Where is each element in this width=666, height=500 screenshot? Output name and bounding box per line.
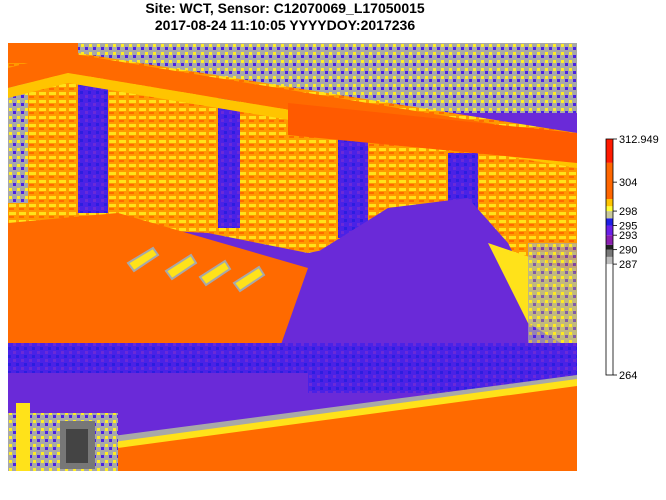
colorbar-tick-label: 298	[619, 206, 637, 218]
colorbar-segment	[606, 264, 613, 375]
colorbar-tick-label: 290	[619, 245, 637, 257]
colorbar-segment	[606, 225, 613, 236]
plot-title-line-2: 2017-08-24 11:10:05 YYYYDOY:2017236	[154, 17, 416, 33]
colorbar-segment	[606, 162, 613, 200]
colorbar-segment	[606, 139, 613, 163]
thermal-image	[8, 43, 577, 471]
skylight	[198, 259, 232, 287]
skylight	[232, 265, 266, 293]
left-edge	[8, 83, 28, 203]
skylight-group	[126, 246, 266, 293]
colorbar-segment	[606, 235, 613, 245]
colorbar-tick-label: 304	[619, 177, 637, 189]
colorbar-segment	[606, 256, 613, 265]
colorbar-segment	[606, 211, 613, 219]
skylight	[126, 246, 160, 273]
colorbar-segments	[606, 139, 613, 375]
shade-stripes	[528, 243, 577, 353]
colorbar-segment	[606, 244, 613, 250]
colorbar-tick-label: 293	[619, 230, 637, 242]
skylight	[164, 253, 198, 281]
warm-post	[16, 403, 30, 471]
colorbar-segment	[606, 199, 613, 207]
shaded-area	[288, 198, 577, 383]
roof-edge	[8, 73, 577, 168]
colorbar-frame	[605, 138, 614, 376]
colorbar-tick-label: 295	[619, 221, 637, 233]
roof-slab	[8, 213, 308, 353]
facade-column	[338, 138, 368, 238]
pavement-gray	[98, 375, 577, 443]
pavement	[118, 383, 577, 471]
pavement-edge	[108, 378, 577, 448]
ground-shade	[8, 373, 308, 413]
plot-title-line-1: Site: WCT, Sensor: C12070069_L17050015	[145, 0, 425, 16]
colorbar-tick-label: 264	[619, 370, 637, 382]
colorbar-tick-label: 287	[619, 259, 637, 271]
colorbar-tick-label: 312.949	[619, 134, 659, 146]
facade-column	[78, 83, 108, 213]
cool-object-core	[66, 429, 88, 463]
colorbar-segment	[606, 206, 613, 212]
canopy-beam	[288, 103, 577, 163]
colorbar-segment	[606, 218, 613, 226]
colorbar-segment	[606, 249, 613, 257]
facade-column	[218, 98, 240, 228]
top-left-patch	[8, 43, 78, 63]
